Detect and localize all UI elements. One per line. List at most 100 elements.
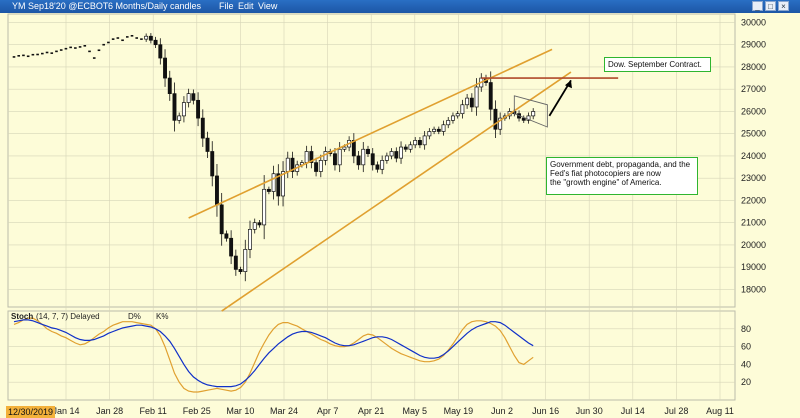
price-candle — [413, 140, 418, 146]
price-tick-label: 23000 — [741, 173, 766, 183]
price-candle — [422, 135, 427, 146]
price-candle — [144, 35, 149, 40]
price-tick-label: 22000 — [741, 195, 766, 205]
price-tick-label: 25000 — [741, 129, 766, 139]
breakout-arrow-head — [564, 80, 572, 89]
price-candle — [488, 82, 493, 110]
price-candle — [451, 115, 455, 121]
debt-note-line-1: Government debt, propaganda, and the — [550, 160, 691, 169]
x-tick-label: May 19 — [444, 406, 474, 416]
contract-note-text: Dow. September Contract. — [608, 60, 702, 69]
pennant-pattern — [513, 95, 548, 128]
price-candle — [493, 108, 498, 130]
price-candle — [446, 119, 451, 126]
price-candle — [460, 104, 465, 115]
price-candle — [163, 57, 167, 79]
close-button[interactable]: × — [778, 1, 789, 11]
rising-channel-lower — [221, 71, 572, 312]
price-chart[interactable]: 18000 19000 20000 21000 22000 23000 24000 25000… — [0, 13, 800, 418]
stoch-k-label: K% — [156, 312, 169, 321]
price-candle — [366, 148, 370, 155]
price-candle — [427, 131, 432, 137]
price-candle — [474, 86, 479, 108]
price-candle — [361, 148, 366, 166]
price-tick-label: 21000 — [741, 218, 766, 228]
debt-note-line-3: the "growth engine" of America. — [550, 178, 662, 187]
price-candle — [153, 39, 158, 46]
price-candle — [186, 93, 191, 103]
minimize-button[interactable]: _ — [752, 1, 763, 11]
price-candle — [200, 117, 205, 139]
x-tick-label: Jul 28 — [664, 406, 688, 416]
x-tick-label: Jun 2 — [491, 406, 513, 416]
menu-view[interactable]: View — [258, 1, 278, 11]
price-candle — [266, 188, 271, 192]
price-candle — [262, 188, 267, 226]
price-candle — [191, 93, 196, 101]
x-tick-label: Mar 24 — [270, 406, 298, 416]
x-tick-label: Apr 7 — [317, 406, 339, 416]
maximize-button[interactable]: □ — [765, 1, 776, 11]
title-bar: YM Sep18'20 @ECBOT 6 Months/Daily candle… — [0, 0, 800, 13]
x-tick-label: Mar 10 — [226, 406, 254, 416]
price-candle — [531, 111, 536, 117]
price-candle — [238, 269, 243, 272]
price-candle — [370, 153, 375, 166]
price-candle — [342, 146, 347, 150]
stoch-tick-label: 80 — [741, 324, 751, 334]
price-candle — [276, 173, 281, 197]
price-candle — [394, 151, 399, 159]
price-candle — [215, 175, 219, 206]
price-candle — [441, 124, 446, 132]
price-candle — [148, 35, 153, 41]
price-candle — [271, 173, 276, 192]
price-tick-label: 19000 — [741, 262, 766, 272]
price-candle — [167, 77, 172, 94]
x-tick-label: Aug 11 — [706, 406, 734, 416]
price-tick-label: 30000 — [741, 17, 766, 27]
price-candle — [257, 222, 262, 226]
price-candle — [436, 128, 441, 132]
price-candle — [304, 151, 309, 163]
stoch-d-line — [13, 319, 534, 388]
price-candle — [526, 115, 531, 121]
price-candle — [196, 99, 201, 119]
price-candle — [351, 140, 356, 157]
x-tick-label: Jan 14 — [52, 406, 79, 416]
stoch-k-line — [13, 317, 534, 393]
debt-note-line-2: Fed's fiat photocopiers are now — [550, 169, 661, 178]
price-candle — [309, 151, 314, 163]
price-candle — [337, 148, 342, 166]
price-candle — [290, 157, 295, 172]
symbol-title[interactable]: YM Sep18'20 @ECBOT — [12, 1, 109, 11]
stoch-label[interactable]: Stoch — [11, 312, 34, 321]
menu-edit[interactable]: Edit — [238, 1, 254, 11]
price-candle — [356, 155, 361, 166]
price-candle — [455, 113, 460, 117]
price-candle — [285, 157, 290, 172]
cursor-date-label: 12/30/2019 — [6, 406, 56, 418]
price-candle — [498, 117, 503, 130]
price-candle — [233, 255, 238, 270]
stoch-tick-label: 60 — [741, 342, 751, 352]
price-tick-label: 24000 — [741, 151, 766, 161]
menu-file[interactable]: File — [219, 1, 234, 11]
price-candle — [210, 151, 215, 177]
price-candle — [469, 97, 474, 108]
price-candle — [248, 229, 252, 250]
price-candle — [181, 102, 186, 117]
price-candle — [384, 155, 389, 161]
x-tick-label: May 5 — [403, 406, 428, 416]
price-candle — [389, 151, 394, 157]
x-tick-label: Feb 11 — [140, 406, 167, 416]
price-tick-label: 29000 — [741, 40, 766, 50]
x-tick-label: Jun 30 — [576, 406, 603, 416]
price-candle — [158, 44, 163, 59]
price-candle — [281, 171, 285, 197]
chart-interval[interactable]: 6 Months/Daily candles — [108, 1, 202, 11]
x-tick-label: Feb 25 — [183, 406, 211, 416]
x-tick-label: Jan 28 — [96, 406, 123, 416]
x-tick-label: Apr 21 — [358, 406, 385, 416]
price-candle — [408, 144, 413, 150]
price-candle — [243, 249, 248, 272]
